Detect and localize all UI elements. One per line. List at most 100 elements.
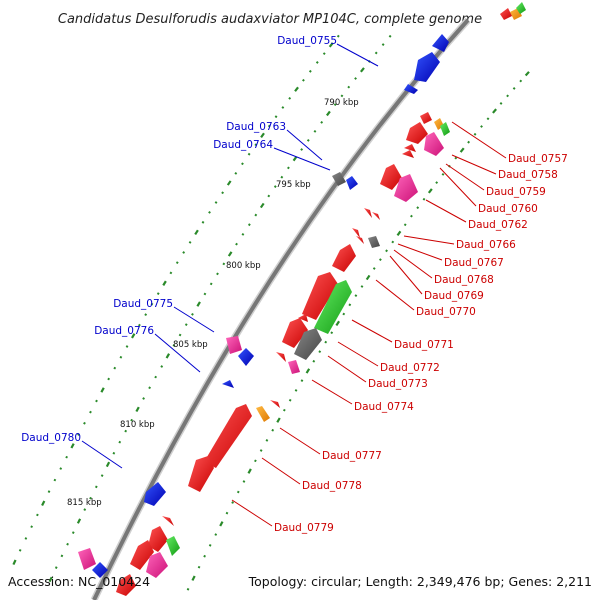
tick-mark [83, 508, 87, 511]
tick-mark [267, 124, 271, 128]
feature-daud-0761[interactable] [380, 164, 402, 190]
feature-daud-0773[interactable] [294, 328, 322, 360]
tick-mark [519, 79, 523, 83]
feature-daud-0781[interactable] [78, 548, 96, 570]
feature-daud-0777b[interactable] [256, 406, 270, 422]
tick-mark [306, 138, 310, 142]
gene-label-daud-0773[interactable]: Daud_0773 [368, 378, 428, 390]
tick-mark [259, 449, 263, 452]
feature-daud-0778[interactable] [204, 404, 252, 468]
feature-daud-0777[interactable] [270, 400, 280, 408]
feature-daud-0766b[interactable] [372, 212, 380, 220]
feature-daud-0771[interactable] [302, 272, 338, 320]
gene-label-daud-0775[interactable]: Daud_0775 [113, 298, 173, 310]
tick-mark [160, 365, 164, 368]
feature-daud-0756[interactable] [404, 84, 418, 94]
gene-label-daud-0771[interactable]: Daud_0771 [394, 339, 454, 351]
tick-mark [512, 87, 516, 90]
tick-mark [138, 323, 141, 327]
tick-mark [36, 513, 39, 517]
feature-daud-0770[interactable] [332, 244, 356, 272]
feature-daud-0757c[interactable] [440, 122, 450, 136]
kbp-label-795: 795 kbp [276, 180, 311, 190]
feature-daud-0760b[interactable] [402, 150, 414, 158]
tick-mark [188, 240, 192, 244]
feature-bottom-red1[interactable] [162, 516, 174, 526]
feature-daud-0771c[interactable] [298, 314, 308, 322]
tick-mark [459, 147, 465, 153]
feature-daud-0762[interactable] [394, 174, 418, 202]
tick-mark [172, 344, 176, 347]
feature-daud-0776[interactable] [238, 348, 254, 366]
gene-label-daud-0774[interactable]: Daud_0774 [354, 401, 414, 413]
gene-label-daud-0779[interactable]: Daud_0779 [274, 522, 334, 534]
feature-daud-0763[interactable] [332, 172, 346, 186]
gene-label-daud-0757[interactable]: Daud_0757 [508, 153, 568, 165]
tick-mark [156, 292, 160, 296]
gene-label-daud-0777[interactable]: Daud_0777 [322, 450, 382, 462]
feature-daud-0771b[interactable] [314, 280, 352, 334]
feature-daud-0773b[interactable] [276, 352, 286, 362]
feature-daud-0775[interactable] [226, 336, 242, 354]
tick-mark [524, 71, 530, 77]
tick-mark [313, 129, 317, 133]
feature-daud-0780[interactable] [144, 482, 166, 506]
gene-label-daud-0760[interactable]: Daud_0760 [478, 203, 538, 215]
gene-label-daud-0762[interactable]: Daud_0762 [468, 219, 528, 231]
feature-daud-0768[interactable] [356, 236, 364, 244]
feature-daud-0766[interactable] [364, 208, 372, 218]
tick-mark [216, 272, 219, 276]
gene-label-daud-0767[interactable]: Daud_0767 [444, 257, 504, 269]
tick-mark [24, 537, 28, 540]
tick-mark [165, 353, 171, 359]
gene-label-daud-0763[interactable]: Daud_0763 [226, 121, 286, 133]
gene-label-daud-0768[interactable]: Daud_0768 [434, 274, 494, 286]
tick-mark [201, 220, 205, 224]
gene-label-daud-0776[interactable]: Daud_0776 [94, 325, 154, 337]
feature-bottom-green[interactable] [166, 536, 180, 556]
feature-daud-0782[interactable] [92, 562, 108, 578]
feature-daud-0755b[interactable] [414, 52, 440, 82]
gene-label-daud-0759[interactable]: Daud_0759 [486, 186, 546, 198]
tick-mark [191, 312, 194, 316]
feature-daud-0779[interactable] [188, 456, 214, 492]
gene-label-daud-0758[interactable]: Daud_0758 [498, 169, 558, 181]
tick-mark [60, 554, 64, 558]
feature-bottom-red2[interactable] [148, 526, 168, 552]
feature-daud-0759[interactable] [424, 132, 444, 156]
feature-daud-0772[interactable] [282, 318, 308, 348]
tick-mark [320, 120, 324, 124]
tick-mark [324, 340, 328, 344]
gene-label-daud-0764[interactable]: Daud_0764 [213, 139, 273, 151]
feature-top-red[interactable] [500, 8, 512, 20]
gene-label-daud-0770[interactable]: Daud_0770 [416, 306, 476, 318]
feature-top-green[interactable] [516, 2, 526, 14]
gene-label-daud-0769[interactable]: Daud_0769 [424, 290, 484, 302]
gene-label-daud-0780[interactable]: Daud_0780 [21, 432, 81, 444]
tick-mark [416, 206, 420, 210]
tick-mark [182, 251, 186, 254]
gene-label-daud-0778[interactable]: Daud_0778 [302, 480, 362, 492]
tick-mark [125, 345, 129, 348]
feature-daud-0760[interactable] [404, 144, 416, 152]
feature-daud-0767[interactable] [352, 228, 360, 238]
feature-daud-0758[interactable] [406, 122, 428, 144]
tick-mark [467, 140, 471, 144]
feature-daud-0755[interactable] [432, 34, 449, 52]
tick-mark [254, 459, 257, 463]
gene-label-daud-0766[interactable]: Daud_0766 [456, 239, 516, 251]
feature-daud-0774[interactable] [288, 360, 300, 374]
feature-daud-0776b[interactable] [222, 380, 234, 388]
gene-label-daud-0772[interactable]: Daud_0772 [380, 362, 440, 374]
feature-bottom-red3[interactable] [130, 540, 154, 570]
right-gene-labels: Daud_0757 Daud_0758 Daud_0759 Daud_0760 … [231, 121, 568, 534]
feature-bottom-red4[interactable] [116, 574, 136, 596]
tick-mark [273, 185, 277, 188]
feature-bottom-pink[interactable] [146, 552, 168, 578]
gene-label-daud-0755[interactable]: Daud_0755 [277, 35, 337, 47]
feature-daud-0764[interactable] [346, 176, 358, 190]
tick-mark [391, 240, 395, 244]
tick-mark [100, 387, 105, 393]
feature-daud-0757[interactable] [420, 112, 432, 124]
feature-daud-0769[interactable] [368, 236, 380, 248]
